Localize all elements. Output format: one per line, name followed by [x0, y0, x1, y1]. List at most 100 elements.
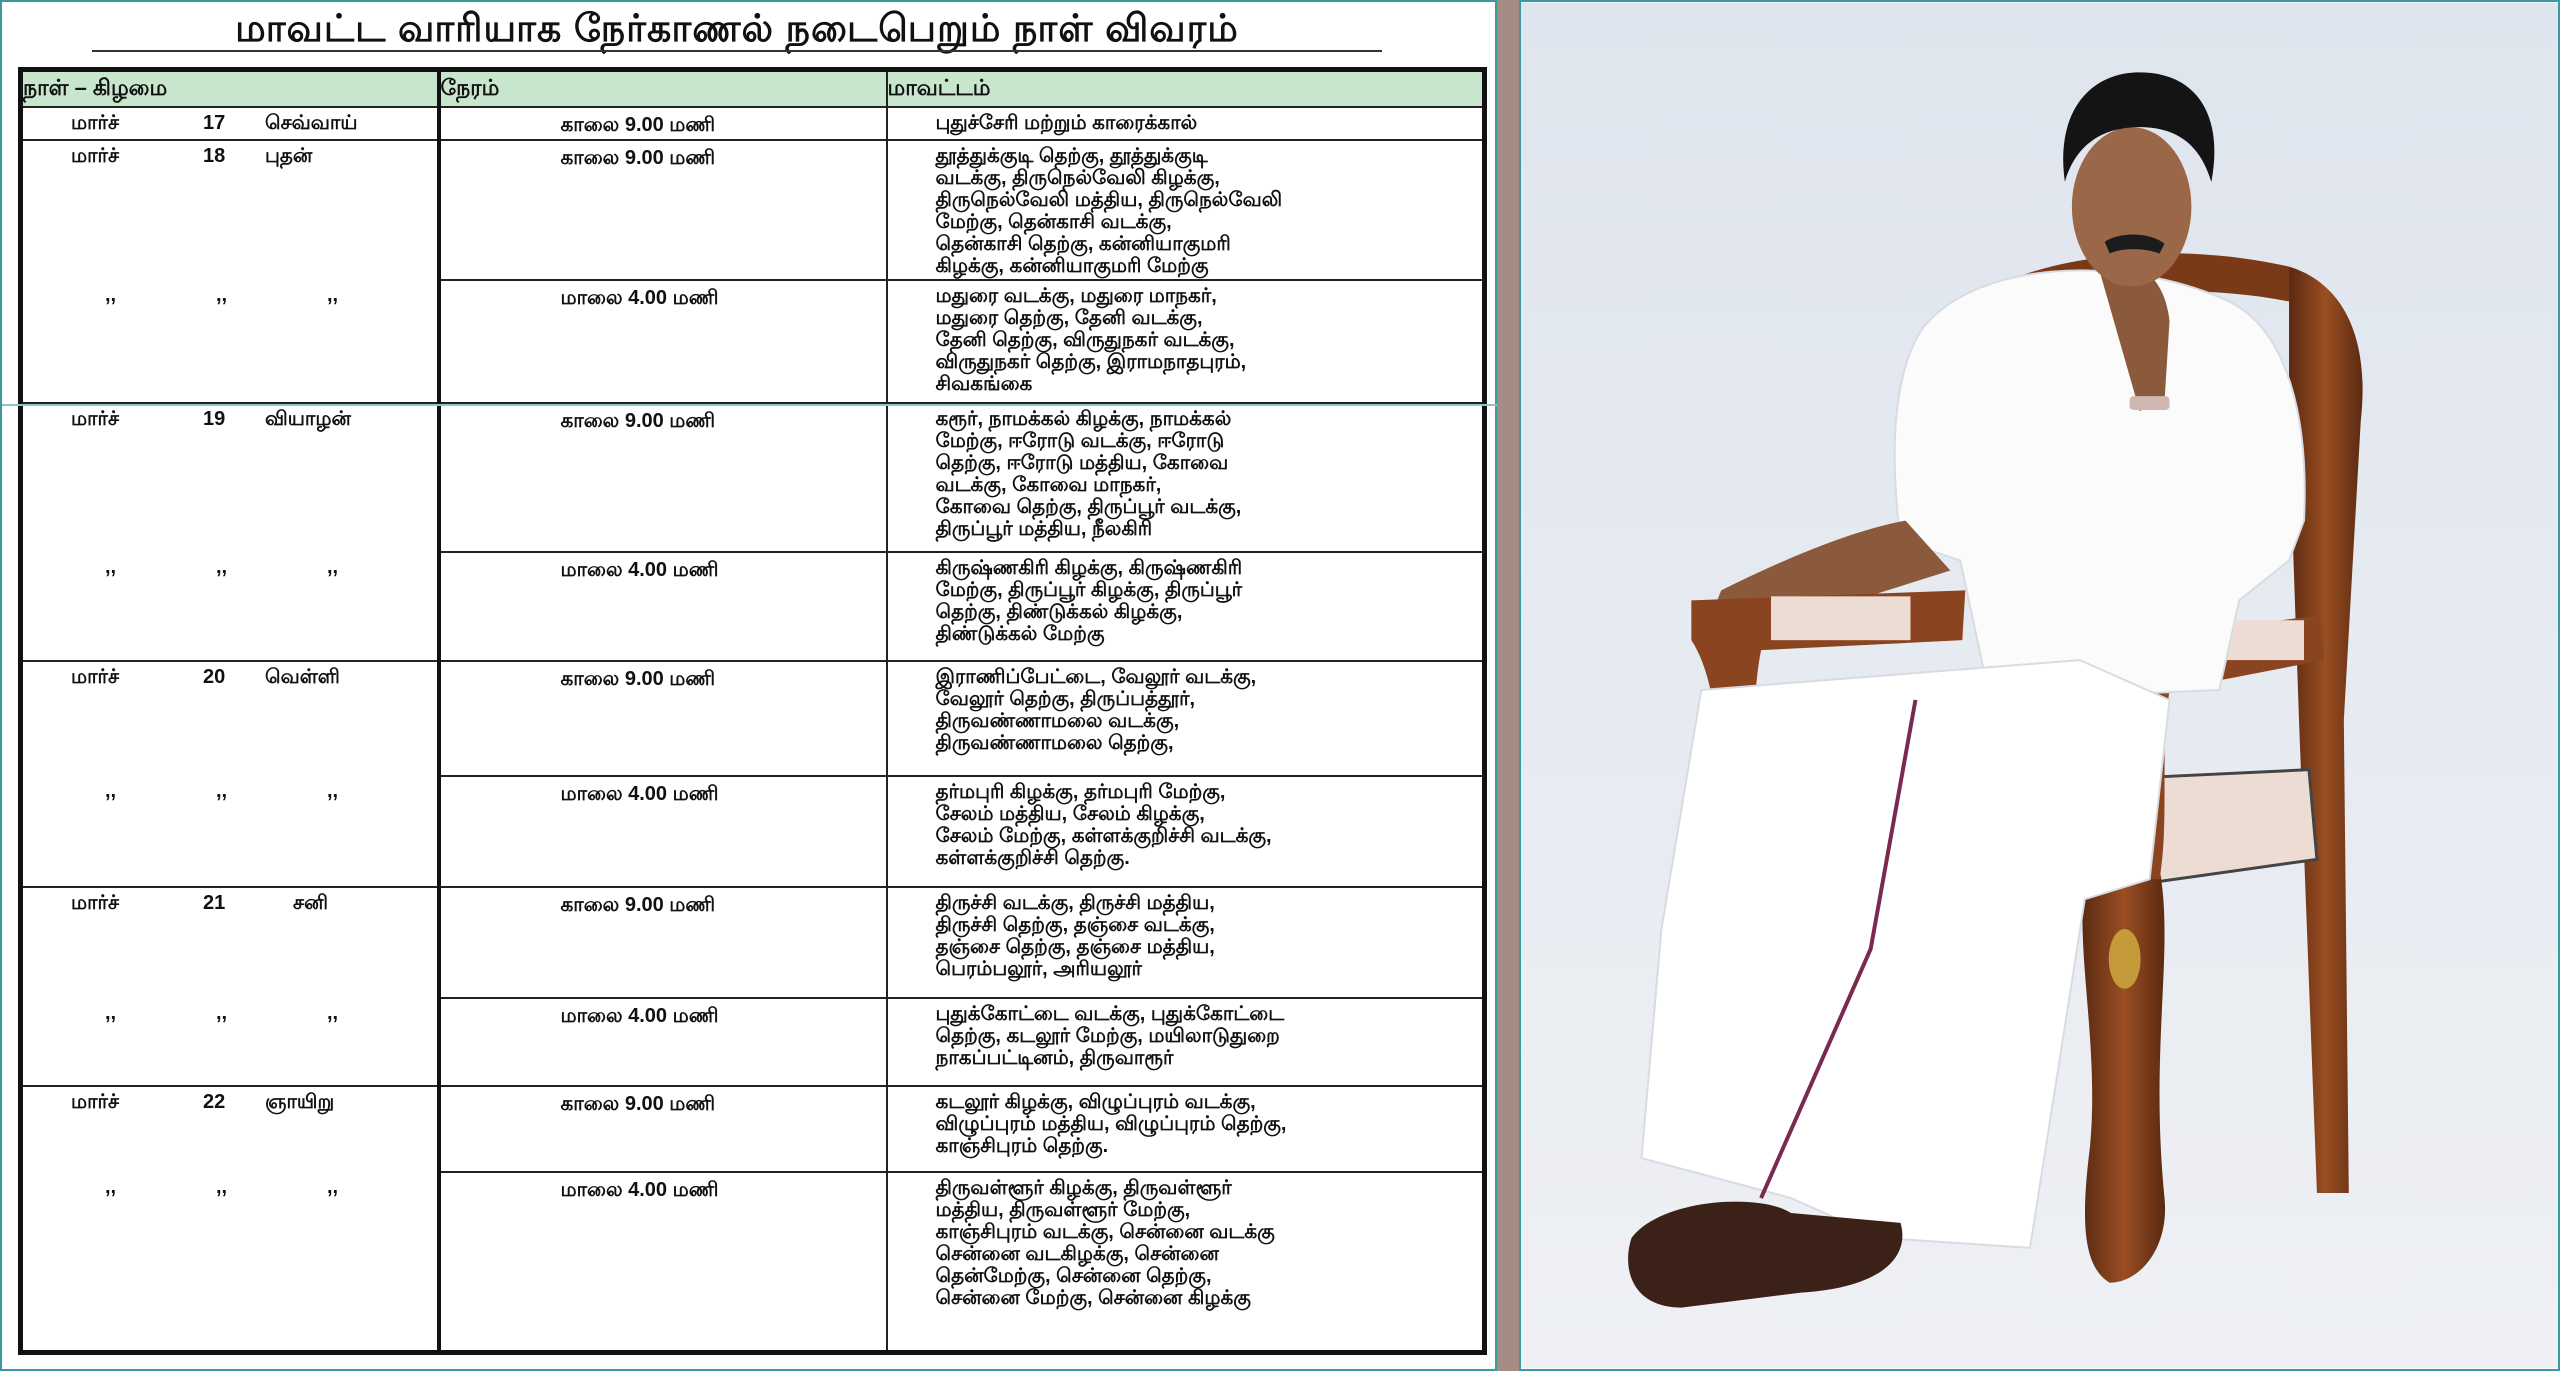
day-cell: மார்ச் 22 ஞாயிறு [19, 1085, 441, 1172]
district-line: சென்னை மேற்கு, சென்னை கிழக்கு [935, 1287, 1251, 1309]
ditto-mark: ,, [327, 1002, 339, 1024]
district-line: விருதுநகர் தெற்கு, இராமநாதபுரம், [935, 351, 1247, 373]
district-cell: திருச்சி வடக்கு, திருச்சி மத்திய, திருச்ச… [885, 886, 1486, 999]
district-line: திருவண்ணாமலை வடக்கு, [935, 710, 1180, 732]
day-month: மார்ச் [71, 408, 120, 430]
ditto-mark: ,, [216, 780, 228, 802]
page-title: மாவட்ட வாரியாக நேர்காணல் நடைபெறும் நாள் … [235, 8, 1239, 50]
district-line: மேற்கு, தென்காசி வடக்கு, [935, 211, 1172, 233]
district-line: வடக்கு, திருநெல்வேலி கிழக்கு, [935, 167, 1220, 189]
time-cell: மாலை 4.00 மணி [437, 997, 888, 1087]
day-weekday: வெள்ளி [265, 666, 340, 688]
day-cell: மார்ச் 21 சனி [19, 886, 441, 998]
table-row: ,,,,,, மாலை 4.00 மணி மதுரை வடக்கு, மதுரை ம… [19, 279, 1486, 404]
time-cell: மாலை 4.00 மணி [437, 551, 888, 662]
schedule-panel: மாவட்ட வாரியாக நேர்காணல் நடைபெறும் நாள் … [0, 0, 1499, 1371]
day-cell: ,,,,,, [19, 552, 441, 662]
district-line: காஞ்சிபுரம் வடக்கு, சென்னை வடக்கு [935, 1221, 1275, 1243]
district-line: திருச்சி வடக்கு, திருச்சி மத்திய, [935, 892, 1215, 914]
district-line: மேற்கு, ஈரோடு வடக்கு, ஈரோடு [935, 430, 1225, 452]
white-shirt [1893, 269, 2306, 701]
district-line: திருப்பூர் மத்திய, நீலகிரி [935, 518, 1153, 540]
day-cell: ,,,,,, [19, 998, 441, 1087]
district-cell: புதுக்கோட்டை வடக்கு, புதுக்கோட்டை தெற்கு,… [885, 997, 1486, 1087]
table-row: ,,,,,, மாலை 4.00 மணி கிருஷ்ணகிரி கிழக்கு, … [19, 551, 1486, 662]
district-line: மேற்கு, திருப்பூர் கிழக்கு, திருப்பூர் [935, 579, 1243, 601]
day-date: 18 [203, 145, 226, 167]
district-line: தெற்கு, கடலூர் மேற்கு, மயிலாடுதுறை [935, 1025, 1280, 1047]
district-line: தேனி தெற்கு, விருதுநகர் வடக்கு, [935, 329, 1235, 351]
district-cell: இராணிப்பேட்டை, வேலூர் வடக்கு, வேலூர் தெற்… [885, 660, 1486, 777]
table-row: ,,,,,, மாலை 4.00 மணி புதுக்கோட்டை வடக்கு, … [19, 997, 1486, 1087]
table-row: மார்ச் 20 வெள்ளி காலை 9.00 மணி இராணிப்பேட்டை… [19, 660, 1486, 777]
day-weekday: சனி [293, 892, 328, 914]
table-row: மார்ச் 19 வியாழன் காலை 9.00 மணி கரூர், நாமக்… [19, 402, 1486, 553]
ditto-mark: ,, [327, 556, 339, 578]
ditto-mark: ,, [105, 1176, 117, 1198]
district-cell: திருவள்ளூர் கிழக்கு, திருவள்ளூர் மத்திய, … [885, 1171, 1486, 1353]
schedule-table: நாள் – கிழமை நேரம் மாவட்டம் மார்ச் 17 செவ்… [18, 67, 1487, 1355]
day-weekday: வியாழன் [265, 408, 351, 430]
district-line: கரூர், நாமக்கல் கிழக்கு, நாமக்கல் [935, 408, 1232, 430]
district-cell: மதுரை வடக்கு, மதுரை மாநகர், மதுரை தெற்கு,… [885, 279, 1486, 404]
district-line: சேலம் மத்திய, சேலம் கிழக்கு, [935, 803, 1205, 825]
district-line: நாகப்பட்டினம், திருவாரூர் [935, 1047, 1174, 1069]
time-cell: காலை 9.00 மணி [437, 106, 888, 141]
table-row: மார்ச் 18 புதன் காலை 9.00 மணி தூத்துக்குடி த… [19, 139, 1486, 281]
district-line: தென்மேற்கு, சென்னை தெற்கு, [935, 1265, 1212, 1287]
time-cell: காலை 9.00 மணி [437, 886, 888, 999]
ditto-mark: ,, [327, 1176, 339, 1198]
time-cell: மாலை 4.00 மணி [437, 279, 888, 404]
district-cell: தூத்துக்குடி தெற்கு, தூத்துக்குடி வடக்கு,… [885, 139, 1486, 281]
day-cell: மார்ச் 17 செவ்வாய் [19, 106, 441, 140]
ditto-mark: ,, [216, 1176, 228, 1198]
day-weekday: செவ்வாய் [265, 112, 358, 134]
district-line: புதுச்சேரி மற்றும் காரைக்கால் [935, 112, 1198, 134]
shoes [1628, 1201, 1903, 1308]
time-cell: காலை 9.00 மணி [437, 660, 888, 777]
district-line: புதுக்கோட்டை வடக்கு, புதுக்கோட்டை [935, 1003, 1285, 1025]
district-line: தென்காசி தெற்கு, கன்னியாகுமரி [935, 233, 1231, 255]
district-line: திருச்சி தெற்கு, தஞ்சை வடக்கு, [935, 914, 1215, 936]
district-line: கிருஷ்ணகிரி கிழக்கு, கிருஷ்ணகிரி [935, 557, 1243, 579]
table-row: மார்ச் 17 செவ்வாய் காலை 9.00 மணி புதுச்சேரி … [19, 106, 1486, 141]
day-date: 20 [203, 666, 226, 688]
day-date: 22 [203, 1091, 226, 1113]
day-month: மார்ச் [71, 145, 120, 167]
divider [2, 404, 1499, 406]
table-header-row: நாள் – கிழமை நேரம் மாவட்டம் [19, 68, 1486, 108]
day-cell: மார்ச் 19 வியாழன் [19, 402, 441, 552]
day-month: மார்ச் [71, 666, 120, 688]
header-time: நேரம் [437, 68, 888, 108]
day-month: மார்ச் [71, 1091, 120, 1113]
district-line: மத்திய, திருவள்ளூர் மேற்கு, [935, 1199, 1191, 1221]
district-line: கோவை தெற்கு, திருப்பூர் வடக்கு, [935, 496, 1242, 518]
table-row: ,,,,,, மாலை 4.00 மணி திருவள்ளூர் கிழக்கு, … [19, 1171, 1486, 1353]
district-line: இராணிப்பேட்டை, வேலூர் வடக்கு, [935, 666, 1257, 688]
day-weekday: ஞாயிறு [265, 1091, 335, 1113]
hair [2063, 72, 2215, 182]
district-line: சென்னை வடகிழக்கு, சென்னை [935, 1243, 1219, 1265]
day-month: மார்ச் [71, 112, 120, 134]
time-cell: காலை 9.00 மணி [437, 139, 888, 281]
district-line: தெற்கு, ஈரோடு மத்திய, கோவை [935, 452, 1229, 474]
district-line: திருவண்ணாமலை தெற்கு, [935, 732, 1174, 754]
ditto-mark: ,, [105, 780, 117, 802]
time-cell: மாலை 4.00 மணி [437, 775, 888, 888]
ditto-mark: ,, [327, 284, 339, 306]
district-line: கடலூர் கிழக்கு, விழுப்புரம் வடக்கு, [935, 1091, 1256, 1113]
portrait-photo [1519, 0, 2560, 1371]
day-cell: ,,,,,, [19, 1172, 441, 1353]
day-date: 17 [203, 112, 226, 134]
ditto-mark: ,, [105, 1002, 117, 1024]
ditto-mark: ,, [216, 556, 228, 578]
day-cell: மார்ச் 18 புதன் [19, 139, 441, 280]
ditto-mark: ,, [105, 556, 117, 578]
district-cell: கிருஷ்ணகிரி கிழக்கு, கிருஷ்ணகிரி மேற்கு, … [885, 551, 1486, 662]
district-line: தெற்கு, திண்டுக்கல் கிழக்கு, [935, 601, 1183, 623]
district-cell: கரூர், நாமக்கல் கிழக்கு, நாமக்கல் மேற்கு,… [885, 402, 1486, 553]
header-district: மாவட்டம் [885, 68, 1486, 108]
title-underline [92, 50, 1382, 52]
ditto-mark: ,, [216, 284, 228, 306]
district-cell: கடலூர் கிழக்கு, விழுப்புரம் வடக்கு, விழுப… [885, 1085, 1486, 1173]
